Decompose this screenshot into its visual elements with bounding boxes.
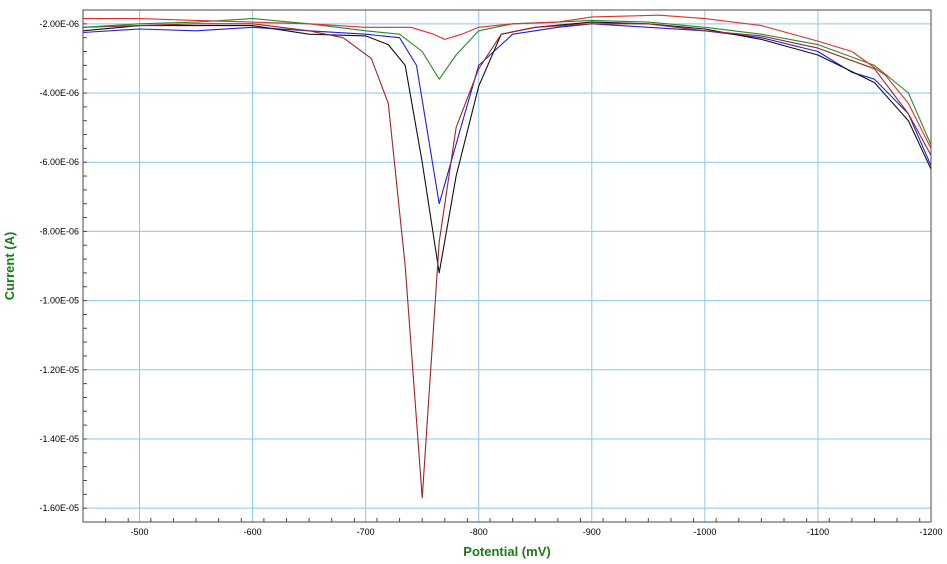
y-tick-labels: -2.00E-06 -4.00E-06 -6.00E-06 -8.00E-06 -1.0… — [39, 19, 79, 513]
x-axis-title: Potential (mV) — [463, 544, 550, 559]
plot-area — [83, 10, 931, 522]
series-layer — [82, 14, 932, 499]
series-line-2 — [82, 21, 932, 274]
x-tick-label: -500 — [131, 527, 149, 537]
y-tick-label: -1.60E-05 — [39, 503, 79, 513]
series-line-4 — [82, 18, 932, 146]
x-tick-labels: -500 -600 -700 -800 -900 -1000 -1100 -1200 — [131, 527, 943, 537]
y-tick-label: -2.00E-06 — [39, 19, 79, 29]
x-tick-label: -1000 — [693, 527, 716, 537]
x-tick-label: -700 — [357, 527, 375, 537]
x-tick-label: -1200 — [919, 527, 942, 537]
x-tick-label: -600 — [244, 527, 262, 537]
y-tick-label: -1.00E-05 — [39, 296, 79, 306]
y-tick-label: -6.00E-06 — [39, 157, 79, 167]
series-line-1 — [82, 23, 932, 205]
y-tick-label: -1.20E-05 — [39, 365, 79, 375]
y-tick-label: -8.00E-06 — [39, 226, 79, 236]
minor-ticks — [82, 9, 921, 523]
x-tick-label: -900 — [583, 527, 601, 537]
series-line-3 — [82, 23, 932, 499]
grid — [83, 10, 932, 522]
y-tick-label: -4.00E-06 — [39, 88, 79, 98]
plot-border — [82, 9, 932, 523]
y-axis-title: Current (A) — [2, 232, 17, 301]
series-line-5 — [83, 14, 932, 149]
x-tick-label: -1100 — [807, 527, 829, 537]
y-tick-label: -1.40E-05 — [39, 434, 79, 444]
x-tick-label: -800 — [470, 527, 488, 537]
